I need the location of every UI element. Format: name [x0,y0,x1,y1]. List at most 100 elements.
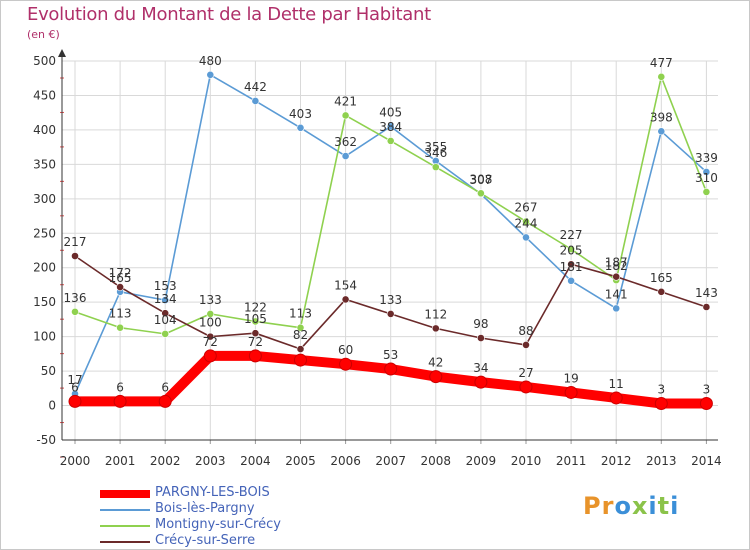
data-point [476,334,485,342]
data-label: 88 [518,324,533,338]
data-point [612,304,621,313]
data-point [339,357,353,371]
data-point [251,329,260,338]
data-point [158,394,172,408]
brand-letter: P [583,492,602,520]
data-label: 133 [199,293,222,307]
data-point [386,309,395,318]
x-tick-label: 2002 [150,454,181,468]
x-tick-label: 2012 [601,454,632,468]
data-label: 82 [293,328,308,342]
x-tick-label: 2014 [691,454,722,468]
data-label: 480 [199,54,222,68]
data-label: 113 [289,307,312,321]
data-point [609,391,623,405]
data-point [296,123,305,132]
y-tick-label: -50 [36,433,56,447]
data-label: 384 [379,120,402,134]
data-point [702,168,711,176]
data-label: 104 [154,313,177,327]
data-label: 187 [605,256,628,270]
data-label: 405 [379,105,402,119]
data-label: 403 [289,107,312,121]
data-label: 362 [334,135,357,149]
data-point [386,122,395,131]
data-label: 6 [161,380,169,394]
data-label: 113 [109,307,132,321]
data-point [522,341,530,349]
y-tick-label: 100 [33,330,56,344]
brand-letter: r [601,492,615,520]
legend-swatch [100,490,150,498]
data-point [519,380,533,394]
data-label: 3 [657,382,665,396]
data-point [522,217,530,226]
data-label: 308 [469,172,492,186]
data-point [564,385,578,399]
y-tick-label: 50 [41,364,56,378]
data-point [654,396,668,410]
data-point [476,189,485,198]
y-tick-label: 500 [33,54,56,68]
data-point [206,70,215,79]
data-label: 153 [154,279,177,293]
data-label: 27 [518,366,533,380]
x-tick-label: 2000 [60,454,91,468]
data-label: 42 [428,356,443,370]
x-tick-label: 2007 [375,454,406,468]
brand-letter: x [631,492,649,520]
x-tick-label: 2001 [105,454,136,468]
x-tick-label: 2004 [240,454,271,468]
data-label: 133 [379,293,402,307]
data-label: 310 [695,171,718,185]
data-label: 143 [695,286,718,300]
y-tick-label: 150 [33,295,56,309]
data-point [248,349,262,363]
data-label: 17 [67,373,82,387]
data-point [294,353,307,367]
data-point [657,287,666,296]
data-label: 6 [71,380,79,394]
data-label: 112 [424,307,447,321]
data-point [251,317,260,326]
data-label: 205 [560,243,583,257]
data-point [113,394,127,408]
data-point [522,233,530,242]
data-label: 307 [469,173,492,187]
y-tick-label: 450 [33,88,56,102]
chart-title: Evolution du Montant de la Dette par Hab… [27,4,431,25]
data-point [567,260,575,269]
data-point [206,309,215,318]
series-group [68,70,713,410]
data-point [296,323,305,332]
brand-logo: Proxiti [583,492,679,520]
data-label: 141 [605,287,628,301]
x-tick-label: 2008 [421,454,452,468]
data-label: 172 [109,266,132,280]
data-label: 339 [695,151,718,165]
y-tick-label: 400 [33,123,56,137]
legend-swatch [100,509,150,511]
data-point [429,370,443,384]
data-label: 267 [515,201,538,215]
data-label: 442 [244,80,267,94]
data-point [431,324,440,333]
data-label: 165 [650,271,673,285]
data-point [474,375,488,389]
data-label: 100 [199,316,222,330]
data-point [341,111,350,120]
y-tick-label: 300 [33,192,56,206]
data-point [71,307,79,316]
data-label: 217 [64,235,87,249]
data-label: 355 [424,140,447,154]
data-label: 72 [203,335,218,349]
x-tick-label: 2010 [511,454,542,468]
data-point [161,309,170,318]
x-tick-label: 2006 [330,454,361,468]
data-label: 3 [703,382,711,396]
data-label: 227 [560,228,583,242]
legend-swatch [100,525,150,527]
legend-label: Montigny-sur-Crécy [155,517,281,532]
